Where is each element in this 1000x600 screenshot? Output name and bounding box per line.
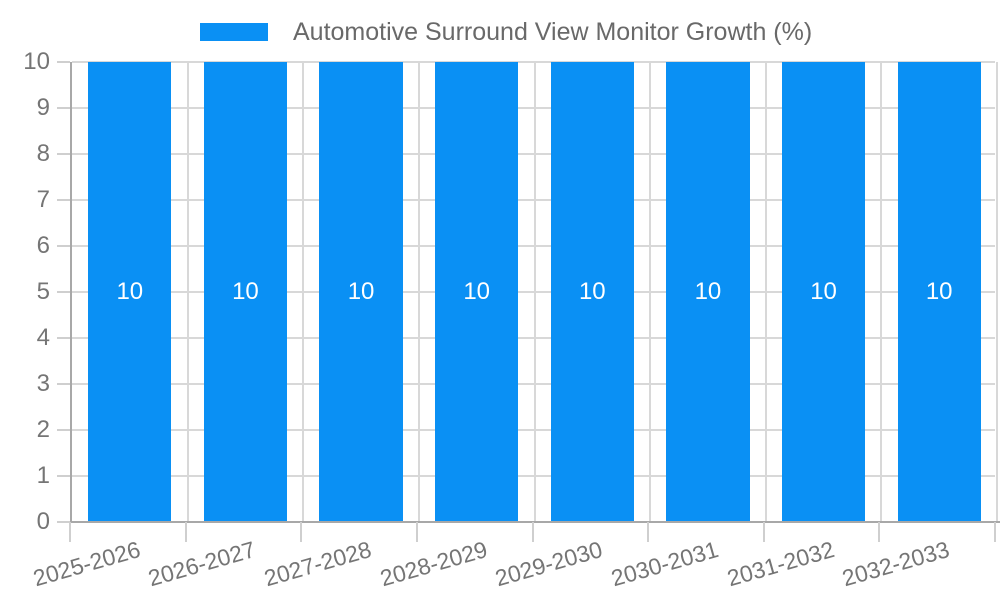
gridline-v bbox=[186, 62, 189, 522]
bar: 10 bbox=[435, 62, 519, 522]
y-tick-label: 9 bbox=[36, 94, 50, 121]
gridline-v bbox=[996, 62, 998, 522]
x-tick-label: 2031-2032 bbox=[723, 536, 837, 592]
y-axis-tick bbox=[57, 429, 70, 431]
y-tick-label: 8 bbox=[36, 140, 50, 167]
x-axis-tick bbox=[69, 522, 71, 542]
y-axis-tick bbox=[57, 245, 70, 247]
bar-value-label: 10 bbox=[694, 278, 722, 305]
bar-value-label: 10 bbox=[578, 278, 606, 305]
y-axis-tick bbox=[57, 337, 70, 339]
bar-value-label: 10 bbox=[925, 278, 953, 305]
y-tick-label: 10 bbox=[23, 48, 50, 75]
y-axis-tick bbox=[57, 153, 70, 155]
y-tick-label: 7 bbox=[36, 186, 50, 213]
gridline-v bbox=[302, 62, 305, 522]
y-axis-tick bbox=[57, 61, 70, 63]
x-axis-tick bbox=[531, 522, 534, 542]
bar-value-label: 10 bbox=[810, 278, 837, 305]
y-axis-tick bbox=[57, 521, 70, 523]
bar: 10 bbox=[897, 62, 981, 522]
x-tick-label: 2026-2027 bbox=[145, 536, 259, 592]
x-tick-label: 2027-2028 bbox=[261, 536, 375, 592]
bar: 10 bbox=[781, 62, 866, 522]
bar: 10 bbox=[319, 62, 403, 522]
x-axis-tick bbox=[415, 522, 418, 542]
bar: 10 bbox=[203, 62, 288, 522]
y-tick-label: 6 bbox=[36, 232, 50, 259]
bar: 10 bbox=[550, 62, 634, 522]
x-tick-label: 2032-2033 bbox=[839, 536, 953, 592]
bar: 10 bbox=[666, 62, 750, 522]
bar-value-label: 10 bbox=[232, 278, 259, 305]
bar-value-label: 10 bbox=[347, 278, 375, 305]
chart-legend-item[interactable]: Automotive Surround View Monitor Growth … bbox=[200, 19, 812, 45]
y-tick-label: 2 bbox=[36, 416, 50, 443]
x-axis-tick bbox=[184, 522, 187, 542]
y-axis-tick bbox=[57, 383, 70, 385]
y-tick-label: 0 bbox=[36, 508, 50, 535]
x-axis-labels: 2025-2026 2026-2027 2027-2028 2028-2029 2029… bbox=[30, 522, 995, 600]
legend-swatch bbox=[200, 23, 268, 41]
y-axis-tick bbox=[57, 291, 70, 293]
y-axis-tick bbox=[57, 475, 70, 477]
x-axis-tick bbox=[300, 522, 303, 542]
x-tick-label: 2028-2029 bbox=[376, 536, 490, 592]
gridline-v bbox=[417, 62, 420, 522]
y-tick-label: 1 bbox=[36, 462, 50, 489]
gridline-v bbox=[880, 62, 883, 522]
y-tick-label: 5 bbox=[36, 278, 50, 305]
y-axis-tick bbox=[57, 107, 70, 109]
x-tick-label: 2025-2026 bbox=[30, 536, 143, 592]
y-tick-label: 3 bbox=[36, 370, 50, 397]
bar: 10 bbox=[88, 62, 172, 522]
plot-area: 10 10 10 10 10 10 10 10 bbox=[70, 61, 998, 522]
x-axis-line bbox=[70, 521, 1000, 523]
x-axis-tick bbox=[647, 522, 650, 542]
x-tick-label: 2029-2030 bbox=[492, 536, 606, 592]
gridline-v bbox=[533, 62, 536, 522]
bar-value-label: 10 bbox=[463, 278, 491, 305]
x-tick-label: 2030-2031 bbox=[608, 536, 722, 592]
y-axis-tick bbox=[57, 199, 70, 201]
y-tick-label: 4 bbox=[36, 324, 50, 351]
x-axis-tick bbox=[762, 522, 765, 542]
legend-label: Automotive Surround View Monitor Growth … bbox=[293, 18, 813, 46]
x-axis-tick bbox=[878, 522, 881, 542]
gridline-v bbox=[764, 62, 767, 522]
gridline-v bbox=[649, 62, 652, 522]
x-axis-tick bbox=[994, 522, 996, 542]
bar-value-label: 10 bbox=[116, 278, 144, 305]
